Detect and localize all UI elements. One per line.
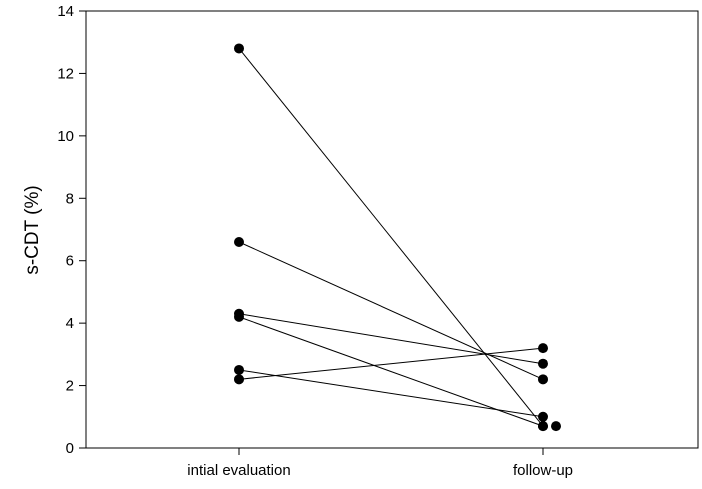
y-axis-title: s-CDT (%) [22,185,43,274]
data-point [538,343,548,354]
data-point [538,358,548,369]
data-point [234,311,244,322]
y-tick-label: 12 [57,65,74,82]
x-axis: intial evaluation follow-up [187,448,573,479]
y-tick-label: 14 [57,3,74,20]
y-tick-label: 6 [66,253,74,270]
data-point [551,421,561,432]
data-point [234,374,244,385]
y-axis: 0 2 4 6 8 10 12 14 [57,3,86,457]
data-point [234,236,244,247]
data-point [538,411,548,422]
x-tick-label: follow-up [513,462,573,479]
y-tick-label: 8 [66,190,74,207]
data-point [234,364,244,375]
data-point [538,421,548,432]
x-tick-label: intial evaluation [187,462,290,479]
data-point [538,374,548,385]
y-tick-label: 0 [66,440,74,457]
data-point [234,43,244,54]
y-tick-label: 10 [57,128,74,145]
series-lines [238,48,544,427]
y-tick-label: 2 [66,378,74,395]
markers [234,43,561,432]
plot-frame [85,10,699,449]
series-line [238,347,544,380]
series-line [238,316,544,427]
y-tick-label: 4 [66,315,74,332]
series-line [238,313,544,365]
series-line [238,369,544,418]
series-line [238,241,544,380]
series-line [238,48,544,427]
